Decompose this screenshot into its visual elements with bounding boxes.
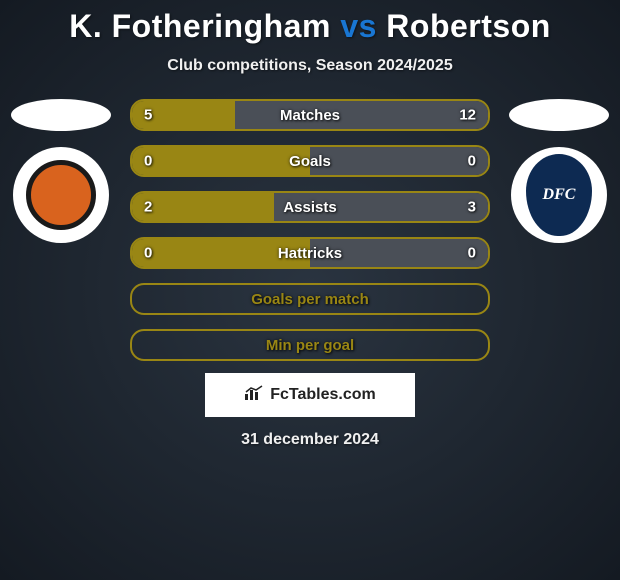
player1-name: K. Fotheringham (69, 8, 331, 44)
stat-fill-left (132, 193, 274, 221)
stat-row: 2 3 Assists (130, 191, 490, 223)
main-area: 5 12 Matches 0 0 Goals 2 3 Assists 0 0 Hattricks Goa… (0, 99, 620, 361)
stat-row: Min per goal (130, 329, 490, 361)
stat-value-left: 0 (144, 245, 152, 262)
badge-left-inner (26, 160, 96, 230)
date-text: 31 december 2024 (0, 431, 620, 449)
stat-fill-left (132, 147, 310, 175)
right-column: DFC (504, 99, 614, 243)
badge-right-inner: DFC (526, 154, 592, 236)
stat-row: 0 0 Goals (130, 145, 490, 177)
stat-label: Goals (289, 153, 331, 170)
stat-value-right: 0 (468, 153, 476, 170)
stat-label: Matches (280, 107, 340, 124)
chart-icon (244, 385, 264, 406)
club-badge-left (13, 147, 109, 243)
player2-photo (509, 99, 609, 131)
stat-fill-right (235, 101, 488, 129)
subtitle: Club competitions, Season 2024/2025 (0, 57, 620, 75)
stat-fill-right (310, 147, 488, 175)
stat-value-right: 3 (468, 199, 476, 216)
stat-value-right: 12 (459, 107, 476, 124)
player1-photo (11, 99, 111, 131)
stat-label: Assists (283, 199, 336, 216)
stat-value-right: 0 (468, 245, 476, 262)
stat-value-left: 5 (144, 107, 152, 124)
footer-brand-text: FcTables.com (270, 386, 376, 404)
stat-value-left: 0 (144, 153, 152, 170)
stat-row: 5 12 Matches (130, 99, 490, 131)
stat-row: Goals per match (130, 283, 490, 315)
footer-brand-badge[interactable]: FcTables.com (205, 373, 415, 417)
stats-column: 5 12 Matches 0 0 Goals 2 3 Assists 0 0 Hattricks Goa… (130, 99, 490, 361)
stat-value-left: 2 (144, 199, 152, 216)
left-column (6, 99, 116, 243)
vs-text: vs (340, 8, 377, 44)
stat-label: Hattricks (278, 245, 342, 262)
stat-label: Goals per match (251, 291, 369, 308)
page-title: K. Fotheringham vs Robertson (0, 0, 620, 45)
club-badge-right: DFC (511, 147, 607, 243)
stat-label: Min per goal (266, 337, 354, 354)
stat-row: 0 0 Hattricks (130, 237, 490, 269)
player2-name: Robertson (386, 8, 551, 44)
